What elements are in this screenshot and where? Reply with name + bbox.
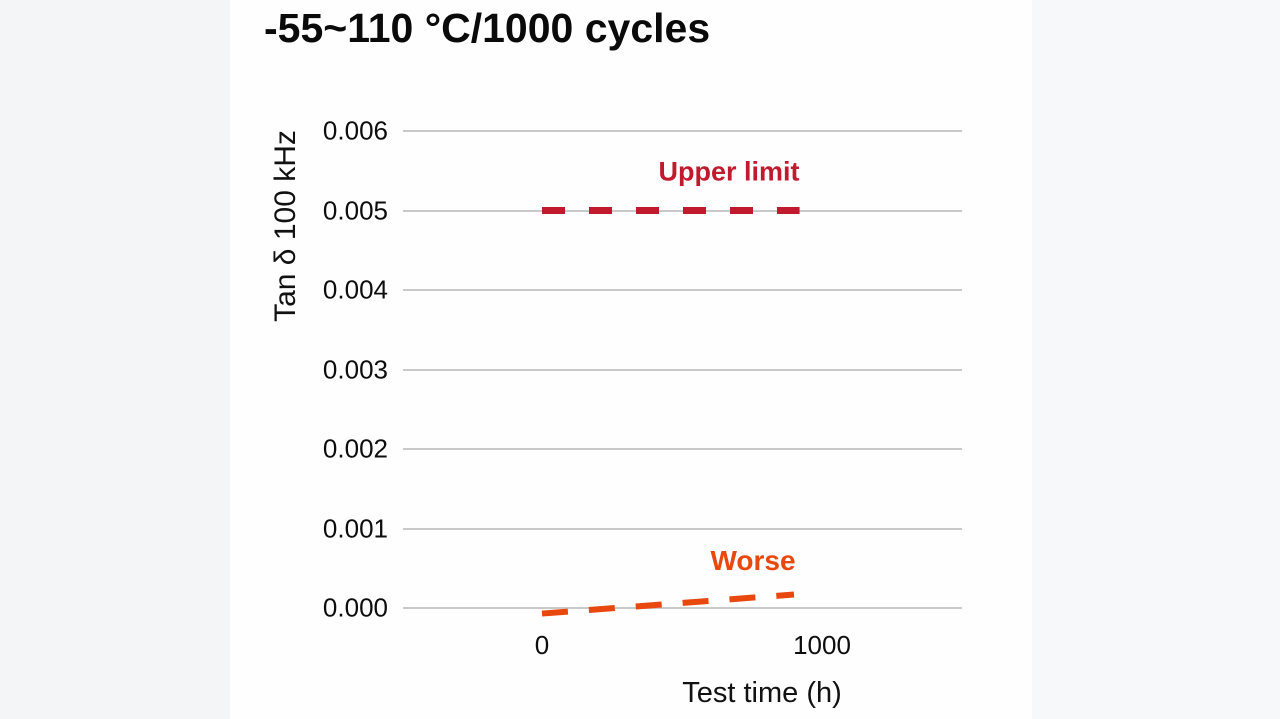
gridline [403,607,962,609]
gridline [403,448,962,450]
gridline [403,368,962,371]
x-tick-label: 1000 [793,630,851,660]
worse-label: Worse [710,545,796,576]
y-tick-label: 0.003 [322,354,388,384]
x-tick-label: 0 [534,630,550,660]
upper-limit-label: Upper limit [658,156,800,187]
y-tick-label: 0.005 [322,195,388,225]
y-tick-label: 0.001 [322,513,388,543]
y-tick-label: 0.000 [322,592,388,623]
x-axis-label: Test time (h) [682,677,842,709]
background-right-band [1032,0,1280,719]
y-tick-label: 0.006 [322,115,388,146]
y-axis-label: Tan δ 100 kHz [269,130,302,322]
gridline [403,289,962,291]
y-tick-label: 0.002 [322,433,388,464]
background-left-band [0,0,230,719]
gridline [403,130,962,132]
chart-title: -55~110 °C/1000 cycles [264,5,711,51]
gridline [403,209,962,212]
gridline [403,527,962,530]
y-tick-label: 0.004 [322,274,388,305]
